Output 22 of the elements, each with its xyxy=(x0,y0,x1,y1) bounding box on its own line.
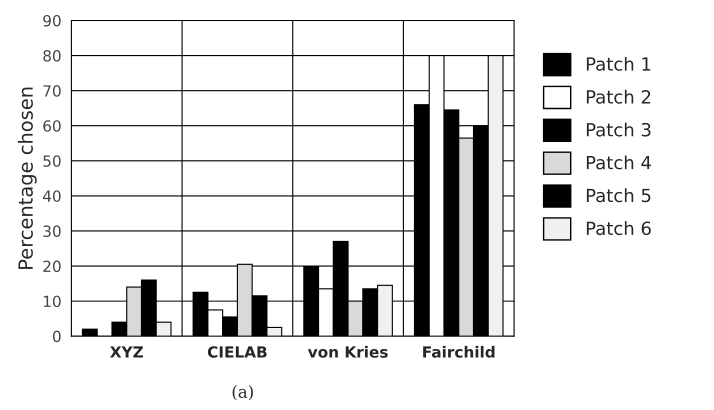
y-tick-label: 70 xyxy=(43,85,61,97)
legend-label: Patch 4 xyxy=(586,155,651,170)
y-tick-label: 60 xyxy=(43,120,61,132)
legend-label: Patch 6 xyxy=(586,221,651,236)
y-tick-label: 40 xyxy=(42,190,61,202)
x-tick-label: Fairchild xyxy=(423,346,494,358)
y-tick-label: 0 xyxy=(52,330,61,342)
y-tick-label: 80 xyxy=(43,50,61,62)
y-axis-title: Percentage chosen xyxy=(18,88,37,269)
y-tick-label: 20 xyxy=(43,260,61,272)
text: (a) xyxy=(232,385,253,400)
y-tick-label: 90 xyxy=(43,14,61,27)
y-tick-label: 50 xyxy=(43,155,61,167)
y-tick-label: 10 xyxy=(44,296,61,308)
x-tick-label: CIELAB xyxy=(208,346,267,358)
legend-label: Patch 1 xyxy=(586,56,650,71)
x-tick-label: XYZ xyxy=(110,346,144,358)
x-tick-label: von Kries xyxy=(308,346,388,358)
legend-label: Patch 3 xyxy=(586,122,651,137)
y-tick-label: 30 xyxy=(43,225,61,237)
legend-label: Patch 2 xyxy=(586,90,650,104)
legend-label: Patch 5 xyxy=(586,188,650,202)
